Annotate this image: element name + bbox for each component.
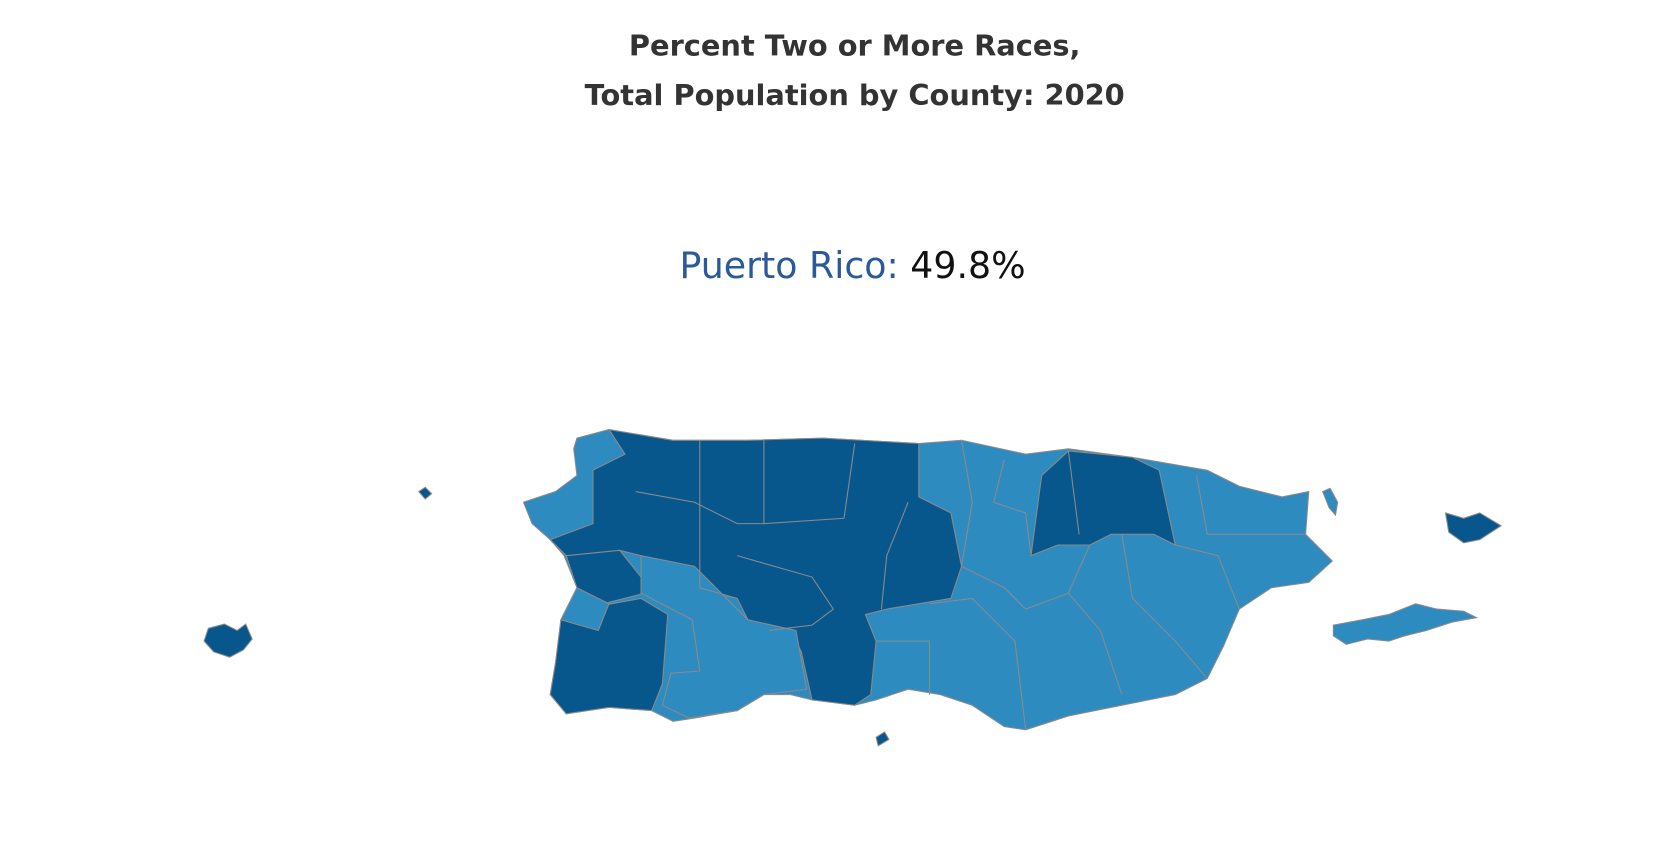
summary: Puerto Rico: 49.8% bbox=[679, 244, 1025, 287]
boundary bbox=[635, 491, 764, 525]
boundary bbox=[1121, 534, 1208, 679]
boundary bbox=[876, 640, 931, 695]
island bbox=[418, 486, 433, 500]
island bbox=[1444, 512, 1503, 544]
boundary bbox=[880, 502, 909, 610]
boundary bbox=[1196, 475, 1306, 535]
island bbox=[1321, 487, 1339, 517]
boundary bbox=[1067, 592, 1123, 695]
title-line: Percent Two or More Races, bbox=[629, 29, 1081, 63]
region bbox=[640, 555, 808, 719]
boundary bbox=[929, 597, 1027, 730]
boundary bbox=[992, 459, 1032, 556]
summary-value: 49.8% bbox=[910, 244, 1025, 287]
island bbox=[1332, 603, 1479, 645]
title-line: Total Population by County: 2020 bbox=[585, 78, 1125, 112]
map bbox=[203, 428, 1503, 747]
region bbox=[560, 587, 610, 632]
region bbox=[549, 597, 669, 715]
boundary bbox=[763, 440, 856, 525]
region bbox=[549, 428, 963, 706]
island bbox=[875, 731, 890, 747]
boundary bbox=[737, 555, 835, 631]
boundary bbox=[699, 440, 738, 599]
island bbox=[203, 623, 253, 658]
boundary bbox=[1175, 544, 1240, 610]
boundary bbox=[1067, 450, 1080, 535]
summary-label: Puerto Rico: bbox=[679, 244, 898, 287]
